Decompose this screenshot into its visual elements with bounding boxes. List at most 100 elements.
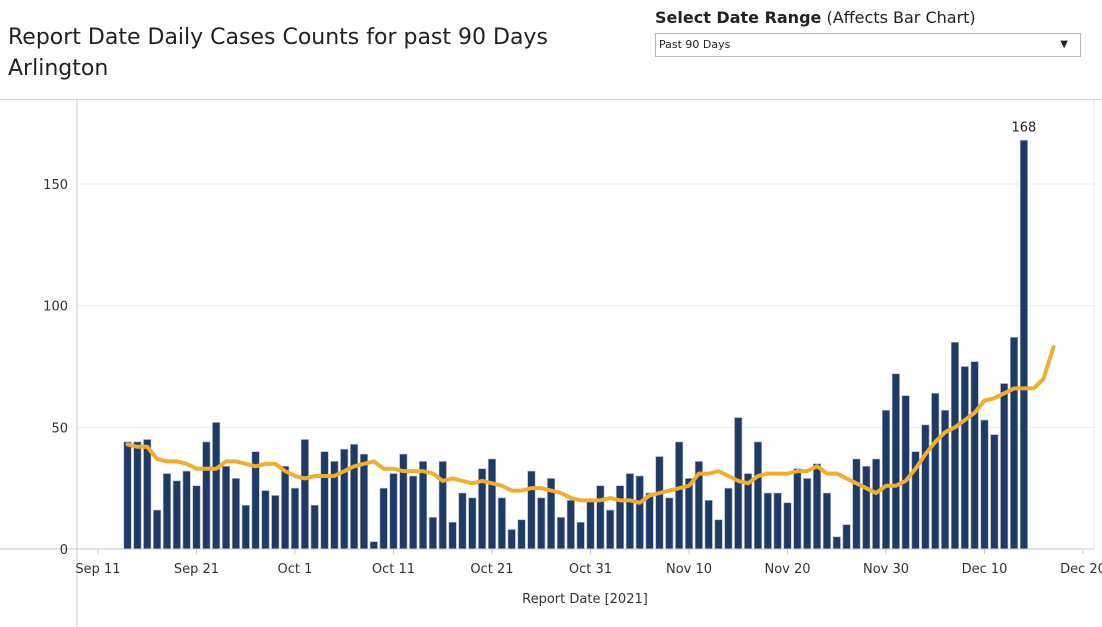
bar	[162, 473, 171, 550]
bar	[783, 502, 792, 550]
x-tick-label: Nov 30	[863, 562, 909, 577]
bar	[645, 492, 654, 550]
bar	[852, 458, 861, 550]
bar	[1000, 383, 1009, 550]
bar	[359, 453, 368, 550]
bar	[832, 536, 841, 550]
x-tick-label: Oct 31	[569, 562, 612, 577]
chart-subtitle: Arlington	[8, 56, 109, 81]
bar	[960, 366, 969, 550]
gridlines	[77, 183, 1094, 428]
bar	[891, 373, 900, 550]
bar	[793, 468, 802, 550]
bar	[507, 529, 516, 550]
bar	[970, 361, 979, 550]
bar	[310, 504, 319, 550]
bar	[340, 448, 349, 550]
bar	[379, 487, 388, 550]
bar	[202, 441, 211, 550]
bar	[625, 473, 634, 550]
bar	[921, 424, 930, 550]
bar	[1019, 139, 1028, 550]
bar	[675, 441, 684, 550]
y-tick-label: 150	[43, 178, 68, 193]
x-tick-label: Oct 11	[372, 562, 415, 577]
header-divider	[0, 99, 1102, 100]
bar	[231, 478, 240, 550]
bar	[300, 439, 309, 550]
bar	[419, 461, 428, 550]
bar	[803, 478, 812, 550]
moving-average-line	[125, 345, 1056, 505]
bar	[704, 500, 713, 550]
bar	[635, 475, 644, 550]
bar	[576, 521, 585, 550]
date-range-label: Select Date Range (Affects Bar Chart)	[655, 8, 1083, 27]
bar	[950, 341, 959, 550]
bar	[606, 509, 615, 550]
bar	[980, 419, 989, 550]
bar	[399, 453, 408, 550]
bar	[350, 444, 359, 550]
bar-data-label: 168	[1011, 120, 1036, 135]
bar-chart: 0 50 100 150 Sep 11 Sep 21 Oct 1 Oct 11 Oct 21 Oc…	[0, 100, 1102, 627]
bar	[133, 441, 142, 550]
x-tick-label: Oct 1	[278, 562, 313, 577]
chart-title-block: Report Date Daily Cases Counts for past …	[8, 22, 548, 84]
chart-title: Report Date Daily Cases Counts for past …	[8, 25, 548, 50]
bar	[271, 495, 280, 550]
bar	[753, 441, 762, 550]
bar	[1010, 337, 1019, 550]
bar	[192, 485, 201, 550]
bar	[281, 465, 290, 550]
bar	[290, 487, 299, 550]
bar	[872, 458, 881, 550]
bar	[813, 463, 822, 550]
x-tick-label: Oct 21	[470, 562, 513, 577]
bar	[842, 524, 851, 550]
date-range-select[interactable]: Past 90 Days ▼	[655, 33, 1081, 57]
bar	[556, 517, 565, 550]
bar	[153, 509, 162, 550]
axes	[0, 100, 1095, 627]
x-tick-label: Sep 11	[75, 562, 120, 577]
bar	[222, 465, 231, 550]
bars	[123, 139, 1028, 550]
bar	[990, 434, 999, 550]
bar	[409, 475, 418, 550]
bar	[724, 487, 733, 550]
y-tick-label: 100	[43, 300, 68, 315]
bar	[487, 458, 496, 550]
x-tick-label: Nov 10	[666, 562, 712, 577]
x-tick-label: Dec 10	[962, 562, 1008, 577]
bar	[586, 500, 595, 550]
bar	[172, 480, 181, 550]
bar	[261, 490, 270, 550]
bar	[714, 519, 723, 550]
bar	[931, 392, 940, 550]
moving-average-line-layer	[125, 345, 1056, 505]
date-range-label-note: (Affects Bar Chart)	[826, 8, 976, 27]
bar	[763, 492, 772, 550]
chevron-down-icon[interactable]: ▼	[1060, 39, 1068, 50]
bar	[862, 465, 871, 550]
bar	[369, 541, 378, 550]
bar	[389, 473, 398, 550]
bar	[448, 521, 457, 550]
bar	[497, 497, 506, 550]
date-range-selected-value: Past 90 Days	[659, 38, 731, 51]
bar	[123, 441, 132, 550]
bar	[458, 492, 467, 550]
date-range-label-bold: Select Date Range	[655, 8, 822, 27]
x-axis-title: Report Date [2021]	[522, 592, 648, 607]
bar	[182, 470, 191, 550]
bar	[665, 497, 674, 550]
bar	[822, 492, 831, 550]
bar	[773, 492, 782, 550]
bar	[143, 439, 152, 550]
bar	[527, 470, 536, 550]
bar	[684, 478, 693, 550]
bar	[616, 485, 625, 550]
bar	[320, 451, 329, 550]
bar	[468, 497, 477, 550]
